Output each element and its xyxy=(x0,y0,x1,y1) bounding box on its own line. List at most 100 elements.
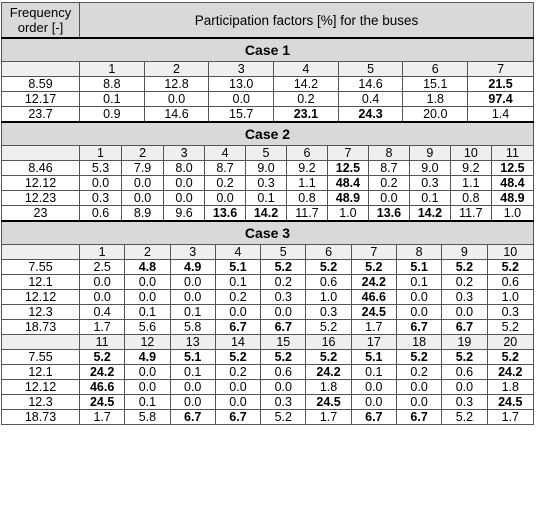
bus-number: 10 xyxy=(486,244,535,260)
frequency-cell: 12.12 xyxy=(1,289,80,305)
value-cell: 0.1 xyxy=(395,274,443,290)
table-row: 12.17 0.1 0.0 0.0 0.2 0.4 1.8 97.4 xyxy=(1,91,534,107)
value-cell: 0.1 xyxy=(350,364,397,380)
frequency-cell: 12.12 xyxy=(1,175,80,191)
table-row: 18.73 1.7 5.8 6.7 6.7 5.2 1.7 6.7 6.7 5.2 1.7 xyxy=(1,409,535,425)
value-cell: 24.2 xyxy=(486,364,535,380)
table-row: 12.12 0.0 0.0 0.0 0.2 0.3 1.1 48.4 0.2 0.3 1.1 48.4 xyxy=(1,175,535,191)
table-row: 12.1 24.2 0.0 0.1 0.2 0.6 24.2 0.1 0.2 0.6 24.2 xyxy=(1,364,535,380)
value-cell: 5.2 xyxy=(486,349,535,365)
value-cell: 0.0 xyxy=(143,91,210,107)
value-cell: 0.0 xyxy=(78,274,126,290)
value-cell: 20.0 xyxy=(402,106,469,123)
bus-number: 11 xyxy=(490,145,535,161)
value-cell: 5.2 xyxy=(260,349,307,365)
frequency-order-header: Frequency order [-] xyxy=(1,2,80,39)
value-cell: 14.2 xyxy=(273,76,339,92)
table-row: 12.3 0.4 0.1 0.1 0.0 0.0 0.3 24.5 0.0 0.0 0.3 xyxy=(1,304,535,320)
value-cell: 5.2 xyxy=(441,349,488,365)
bus-header-row: 11 12 13 14 15 16 17 18 19 20 xyxy=(1,334,535,350)
value-cell: 0.0 xyxy=(121,190,165,206)
value-cell: 0.0 xyxy=(441,304,488,320)
value-cell: 1.8 xyxy=(486,379,535,395)
table-row: 8.59 8.8 12.8 13.0 14.2 14.6 15.1 21.5 xyxy=(1,76,534,92)
value-cell: 48.9 xyxy=(490,190,535,206)
value-cell: 0.0 xyxy=(214,379,262,395)
value-cell: 0.0 xyxy=(78,289,126,305)
value-cell: 4.9 xyxy=(169,259,216,275)
value-cell: 0.0 xyxy=(163,175,206,191)
value-cell: 0.0 xyxy=(395,379,443,395)
value-cell: 0.0 xyxy=(214,304,262,320)
value-cell: 0.3 xyxy=(441,394,488,410)
value-cell: 6.7 xyxy=(169,409,216,425)
case-title: Case 3 xyxy=(1,220,534,245)
value-cell: 5.2 xyxy=(486,259,535,275)
participation-factor-table: Frequency order [-] Participation factor… xyxy=(1,2,535,425)
bus-number: 7 xyxy=(350,244,397,260)
table-row: 12.12 46.6 0.0 0.0 0.0 0.0 1.8 0.0 0.0 0.0 1.8 xyxy=(1,379,535,395)
value-cell: 0.0 xyxy=(169,274,216,290)
value-cell: 5.2 xyxy=(350,259,397,275)
value-cell: 0.0 xyxy=(169,379,216,395)
value-cell: 0.0 xyxy=(395,304,443,320)
value-cell: 24.2 xyxy=(305,364,352,380)
value-cell: 0.0 xyxy=(395,394,443,410)
value-cell: 46.6 xyxy=(78,379,126,395)
value-cell: 8.7 xyxy=(204,160,247,176)
value-cell: 15.7 xyxy=(208,106,275,123)
value-cell: 0.3 xyxy=(305,304,352,320)
value-cell: 12.8 xyxy=(143,76,210,92)
value-cell: 2.5 xyxy=(78,259,126,275)
bus-number: 4 xyxy=(214,244,262,260)
value-cell: 0.9 xyxy=(79,106,145,123)
value-cell: 0.4 xyxy=(337,91,404,107)
value-cell: 5.2 xyxy=(305,349,352,365)
bus-number: 5 xyxy=(260,244,307,260)
frequency-cell: 7.55 xyxy=(1,259,80,275)
value-cell: 0.8 xyxy=(449,190,492,206)
bus-number: 2 xyxy=(121,145,165,161)
value-cell: 0.1 xyxy=(124,304,171,320)
value-cell: 48.9 xyxy=(326,190,369,206)
value-cell: 11.7 xyxy=(286,205,328,222)
value-cell: 12.5 xyxy=(490,160,535,176)
value-cell: 0.0 xyxy=(260,304,307,320)
value-cell: 0.3 xyxy=(408,175,451,191)
table-header-row: Frequency order [-] Participation factor… xyxy=(1,2,534,39)
value-cell: 13.6 xyxy=(367,205,410,222)
frequency-cell: 18.73 xyxy=(1,319,80,335)
value-cell: 0.2 xyxy=(441,274,488,290)
value-cell: 24.5 xyxy=(486,394,535,410)
value-cell: 0.6 xyxy=(305,274,352,290)
value-cell: 1.8 xyxy=(305,379,352,395)
value-cell: 0.0 xyxy=(208,91,275,107)
value-cell: 0.0 xyxy=(214,394,262,410)
bus-number: 11 xyxy=(78,334,126,350)
value-cell: 0.0 xyxy=(204,190,247,206)
value-cell: 0.2 xyxy=(214,364,262,380)
value-cell: 0.1 xyxy=(169,364,216,380)
table-row: 12.1 0.0 0.0 0.0 0.1 0.2 0.6 24.2 0.1 0.2 0.6 xyxy=(1,274,535,290)
value-cell: 0.0 xyxy=(169,289,216,305)
value-cell: 0.0 xyxy=(78,175,123,191)
value-cell: 1.1 xyxy=(449,175,492,191)
value-cell: 1.7 xyxy=(78,409,126,425)
value-cell: 5.8 xyxy=(169,319,216,335)
value-cell: 0.0 xyxy=(260,379,307,395)
value-cell: 5.8 xyxy=(124,409,171,425)
frequency-cell: 12.3 xyxy=(1,394,80,410)
value-cell: 1.0 xyxy=(490,205,535,222)
value-cell: 6.7 xyxy=(441,319,488,335)
value-cell: 0.0 xyxy=(124,289,171,305)
bus-number: 5 xyxy=(337,61,404,77)
value-cell: 14.2 xyxy=(245,205,287,222)
frequency-cell: 18.73 xyxy=(1,409,80,425)
bus-number: 3 xyxy=(169,244,216,260)
bus-number: 4 xyxy=(204,145,247,161)
value-cell: 0.0 xyxy=(124,379,171,395)
value-cell: 7.9 xyxy=(121,160,165,176)
value-cell: 9.0 xyxy=(245,160,287,176)
value-cell: 5.2 xyxy=(441,409,488,425)
value-cell: 0.1 xyxy=(245,190,287,206)
